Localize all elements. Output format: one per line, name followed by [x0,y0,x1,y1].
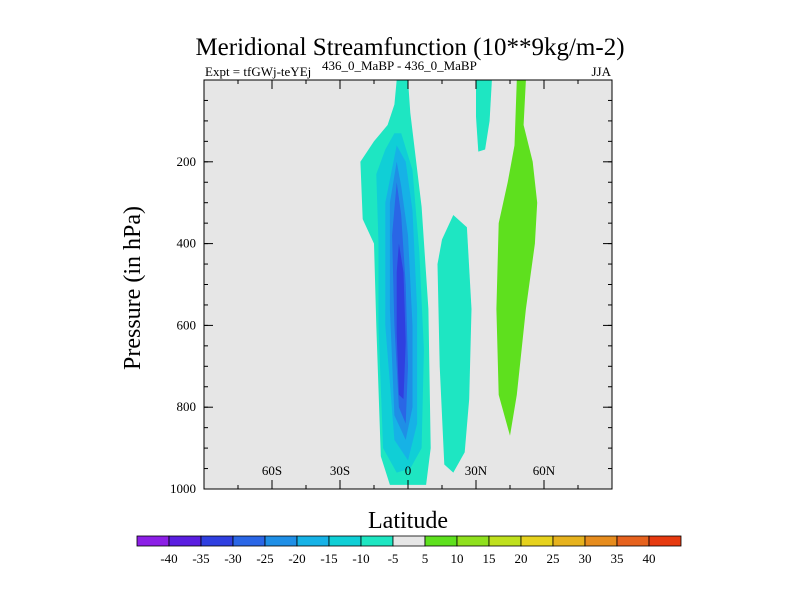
x-tick-label: 30S [330,463,350,478]
colorbar-label: 10 [451,551,464,566]
colorbar-swatch [552,535,586,547]
colorbar-swatch [648,535,682,547]
y-tick-label: 400 [177,236,197,251]
colorbar-label: -15 [320,551,337,566]
colorbar-label: 25 [547,551,560,566]
colorbar-swatch [360,535,394,547]
colorbar-swatch [392,535,426,547]
colorbar-label: -40 [160,551,177,566]
comparison-label: 436_0_MaBP - 436_0_MaBP [322,58,477,73]
x-axis-label: Latitude [368,508,448,534]
colorbar-swatch [200,535,234,547]
x-tick-label: 0 [405,463,412,478]
colorbar-label: -25 [256,551,273,566]
colorbar-swatch [328,535,362,547]
colorbar-swatch [456,535,490,547]
contour-region--5 [476,80,492,152]
colorbar-label: 5 [422,551,429,566]
plot-area: 60S 30S 0 30N 60N 200 400 600 800 1000 [170,79,613,496]
y-tick-label: 200 [177,154,197,169]
contour-region--5 [437,215,472,473]
x-tick-label: 60N [533,463,556,478]
colorbar-swatch [168,535,202,547]
chart-title: Meridional Streamfunction (10**9kg/m-2) [195,34,624,61]
experiment-label: Expt = tfGWj-teYEj [205,64,311,79]
colorbar-swatch [424,535,458,547]
season-label: JJA [591,64,611,79]
colorbar: -40 -35 -30 -25 -20 -15 -10 -5 5 10 15 20 25 30 35 40 [136,535,682,566]
colorbar-label: 35 [611,551,624,566]
y-tick-label: 1000 [170,481,196,496]
y-tick-label: 600 [177,317,197,332]
colorbar-swatch [488,535,522,547]
x-tick-label: 30N [465,463,488,478]
colorbar-label: 30 [579,551,592,566]
colorbar-swatch [616,535,650,547]
y-tick-label: 800 [177,399,197,414]
colorbar-label: 40 [643,551,656,566]
colorbar-swatch [520,535,554,547]
colorbar-swatch [584,535,618,547]
contour-region--30 [396,243,406,399]
colorbar-swatch [136,535,170,547]
x-tick-label: 60S [262,463,282,478]
contour-region-5 [496,80,538,436]
colorbar-swatch [232,535,266,547]
colorbar-label: -20 [288,551,305,566]
y-axis-label: Pressure (in hPa) [120,206,146,370]
colorbar-label: -10 [352,551,369,566]
colorbar-label: -35 [192,551,209,566]
colorbar-label: -30 [224,551,241,566]
colorbar-label: 15 [483,551,496,566]
colorbar-swatch [296,535,330,547]
colorbar-label: 20 [515,551,528,566]
colorbar-swatch [264,535,298,547]
colorbar-label: -5 [388,551,399,566]
